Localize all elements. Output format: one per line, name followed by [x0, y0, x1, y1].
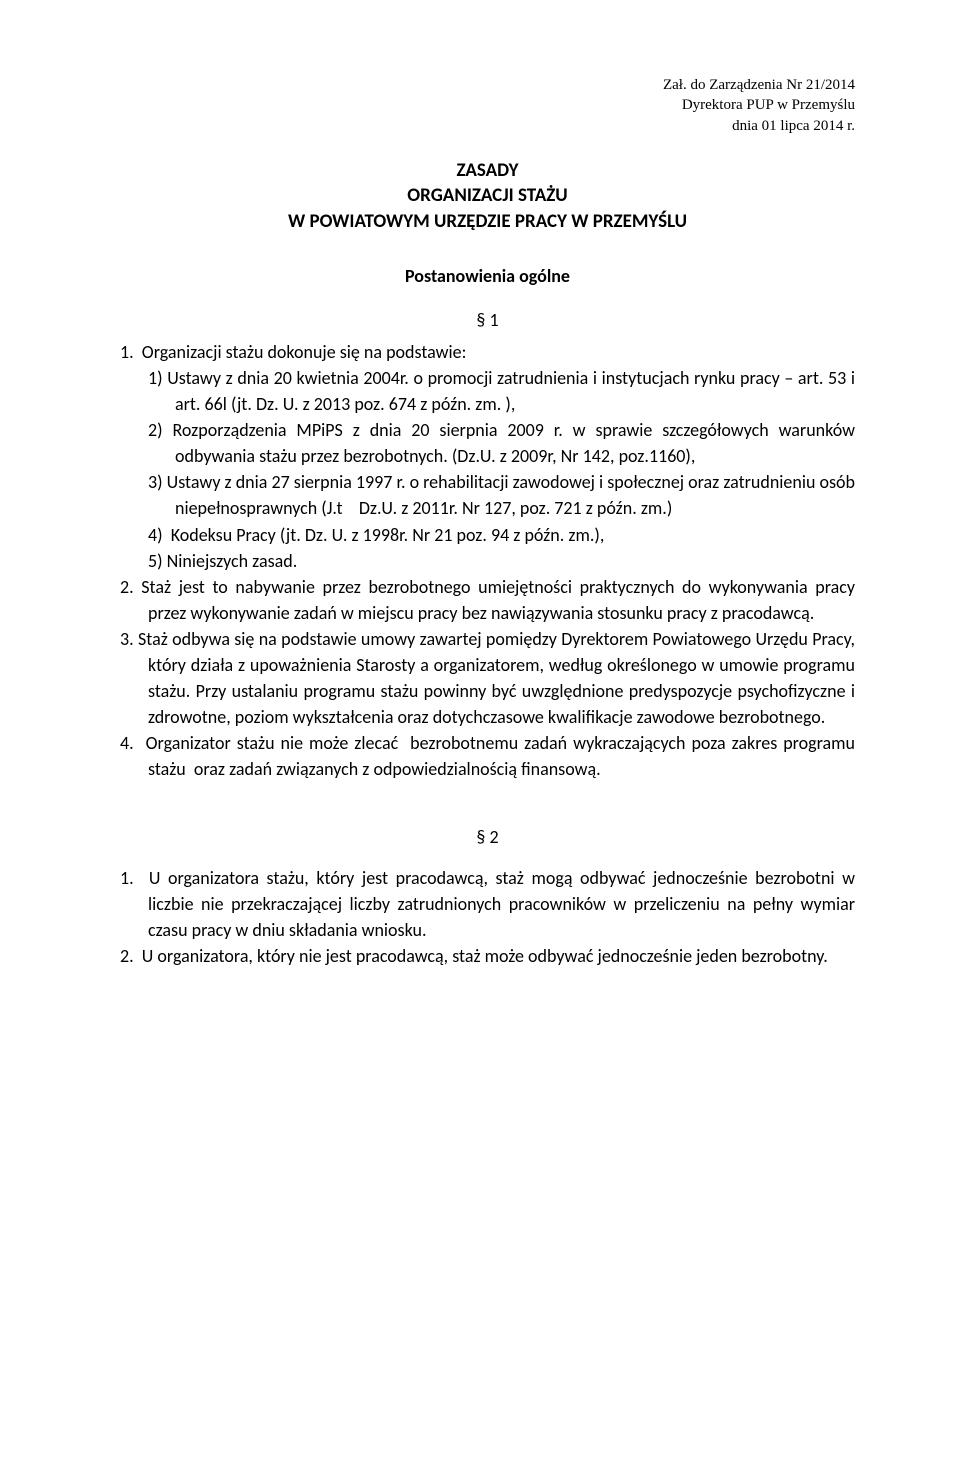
- item-1-1-b: 2) Rozporządzenia MPiPS z dnia 20 sierpn…: [120, 417, 855, 469]
- section-2-number: § 2: [120, 824, 855, 850]
- title-line-2: ORGANIZACJI STAŻU: [407, 184, 567, 207]
- item-1-4: 4. Organizator stażu nie może zlecać bez…: [120, 730, 855, 782]
- section-2-body: 1. U organizatora stażu, który jest prac…: [120, 865, 855, 969]
- item-1-1-e: 5) Niniejszych zasad.: [120, 548, 855, 574]
- item-2-1: 1. U organizatora stażu, który jest prac…: [120, 865, 855, 943]
- title-line-1: ZASADY: [456, 159, 518, 182]
- document-subtitle: Postanowienia ogólne: [120, 263, 855, 289]
- item-1-1-d: 4) Kodeksu Pracy (jt. Dz. U. z 1998r. Nr…: [120, 522, 855, 548]
- item-2-2: 2. U organizatora, który nie jest pracod…: [120, 943, 855, 969]
- header-line-1: Zał. do Zarządzenia Nr 21/2014: [663, 77, 855, 93]
- item-1-1: 1. Organizacji stażu dokonuje się na pod…: [120, 339, 855, 365]
- item-1-3: 3. Staż odbywa się na podstawie umowy za…: [120, 626, 855, 730]
- document-title: ZASADY ORGANIZACJI STAŻU W POWIATOWYM UR…: [120, 158, 855, 235]
- header-line-3: dnia 01 lipca 2014 r.: [732, 118, 855, 134]
- item-1-1-c: 3) Ustawy z dnia 27 sierpnia 1997 r. o r…: [120, 469, 855, 521]
- section-1-number: § 1: [120, 307, 855, 333]
- header-attachment: Zał. do Zarządzenia Nr 21/2014 Dyrektora…: [120, 75, 855, 136]
- title-line-3: W POWIATOWYM URZĘDZIE PRACY W PRZEMYŚLU: [288, 210, 687, 233]
- item-1-2: 2. Staż jest to nabywanie przez bezrobot…: [120, 574, 855, 626]
- item-1-1-a: 1) Ustawy z dnia 20 kwietnia 2004r. o pr…: [120, 365, 855, 417]
- section-1-body: 1. Organizacji stażu dokonuje się na pod…: [120, 339, 855, 783]
- document-page: Zał. do Zarządzenia Nr 21/2014 Dyrektora…: [0, 0, 960, 1019]
- header-line-2: Dyrektora PUP w Przemyślu: [682, 97, 855, 113]
